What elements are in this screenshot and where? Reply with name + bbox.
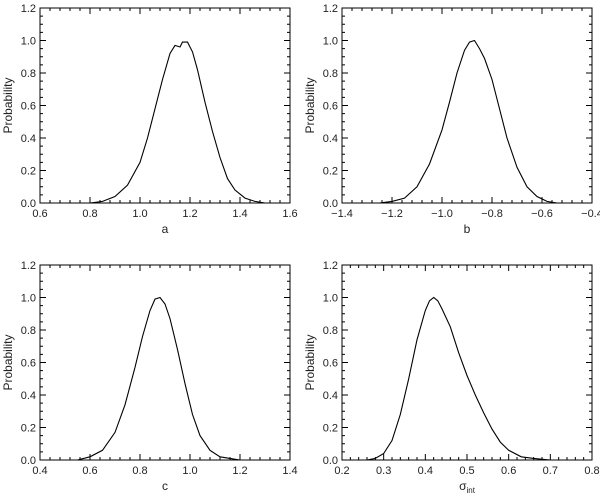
y-tick-label: 0.6 — [21, 101, 36, 113]
y-tick-label: 1.2 — [323, 260, 338, 272]
y-tick-label: 0.8 — [21, 325, 36, 337]
x-tick-label: 0.3 — [376, 465, 391, 477]
y-tick-label: 0.8 — [323, 325, 338, 337]
y-tick-label: 0.0 — [21, 198, 36, 210]
y-tick-label: 0.6 — [21, 358, 36, 370]
x-tick-label: 1.2 — [232, 465, 247, 477]
y-tick-label: 1.0 — [323, 293, 338, 305]
x-tick-label: 1.0 — [182, 465, 197, 477]
chart-panel-2: −1.4 −1.2 −1.0 −0.8 −0.6 −0.4 0.0 0.2 0.4 0.6 0.8 1… — [303, 3, 600, 236]
plot-frame — [341, 7, 593, 204]
x-tick-label: −0.6 — [531, 208, 553, 220]
x-tick-label: 1.2 — [182, 208, 197, 220]
x-tick-label: −1.4 — [331, 208, 353, 220]
x-tick-label: 1.4 — [282, 465, 297, 477]
y-axis-label: Probability — [1, 334, 15, 390]
x-tick-label: 0.2 — [334, 465, 349, 477]
plot-frame — [39, 7, 291, 204]
x-tick-label: 1.6 — [282, 208, 297, 220]
x-tick-label: 0.5 — [459, 465, 474, 477]
y-tick-label: 0.4 — [21, 133, 36, 145]
chart-panel-3: 0.4 0.6 0.8 1.0 1.2 1.4 0.0 0.2 0.4 0.6 0.8 1.0 1.2 P… — [1, 260, 298, 493]
x-tick-label: −0.4 — [581, 208, 600, 220]
x-tick-label: 0.4 — [32, 465, 47, 477]
y-tick-label: 0.2 — [21, 423, 36, 435]
y-tick-label: 1.0 — [21, 36, 36, 48]
y-tick-label: 0.4 — [323, 390, 338, 402]
y-tick-label: 0.0 — [21, 455, 36, 467]
x-tick-label: 0.7 — [543, 465, 558, 477]
y-axis-label: Probability — [303, 334, 317, 390]
x-axis-label: a — [162, 222, 169, 236]
x-tick-label: 0.6 — [501, 465, 516, 477]
y-tick-label: 0.4 — [21, 390, 36, 402]
x-tick-label: −1.2 — [381, 208, 403, 220]
y-axis-label: Probability — [1, 77, 15, 133]
x-tick-label: 0.8 — [132, 465, 147, 477]
y-tick-label: 1.2 — [21, 260, 36, 272]
x-tick-label: −0.8 — [481, 208, 503, 220]
y-tick-label: 0.6 — [323, 358, 338, 370]
plot-frame — [39, 264, 291, 461]
probability-curve-1 — [77, 296, 253, 461]
x-tick-label: 0.6 — [32, 208, 47, 220]
y-tick-label: 1.2 — [21, 3, 36, 15]
x-axis-label: b — [464, 222, 471, 236]
y-tick-label: 0.2 — [323, 423, 338, 435]
x-tick-label: 0.4 — [418, 465, 433, 477]
y-axis-label: Probability — [303, 77, 317, 133]
x-tick-label: 0.6 — [82, 465, 97, 477]
y-tick-label: 1.0 — [323, 36, 338, 48]
y-tick-label: 1.2 — [323, 3, 338, 15]
x-axis-label-subscript: int — [466, 486, 475, 495]
plot-frame — [341, 264, 593, 461]
x-tick-label: 0.8 — [82, 208, 97, 220]
y-tick-label: 1.0 — [21, 293, 36, 305]
probability-curve-1 — [366, 296, 572, 461]
x-tick-label: 1.0 — [132, 208, 147, 220]
chart-panel-4: 0.2 0.3 0.4 0.5 0.6 0.7 0.80.00.20.40.60.81.01… — [303, 260, 600, 495]
y-tick-label: 0.0 — [323, 198, 338, 210]
y-tick-label: 0.8 — [323, 68, 338, 80]
y-tick-label: 0.2 — [323, 166, 338, 178]
probability-curve-1 — [379, 39, 567, 204]
probability-curve-1 — [89, 41, 278, 204]
y-tick-label: 0.0 — [323, 455, 338, 467]
y-tick-label: 0.6 — [323, 101, 338, 113]
x-axis-label: σint — [459, 479, 476, 495]
x-tick-label: −1.0 — [431, 208, 453, 220]
chart-panel-1: 0.6 0.8 1.0 1.2 1.4 1.6 0.0 0.2 0.4 0.6 0.8 1.0 1.2 P… — [1, 3, 298, 236]
x-tick-label: 0.8 — [584, 465, 599, 477]
y-tick-label: 0.8 — [21, 68, 36, 80]
y-tick-label: 0.4 — [323, 133, 338, 145]
x-tick-label: 1.4 — [232, 208, 247, 220]
y-tick-label: 0.2 — [21, 166, 36, 178]
x-axis-label: c — [162, 479, 168, 493]
